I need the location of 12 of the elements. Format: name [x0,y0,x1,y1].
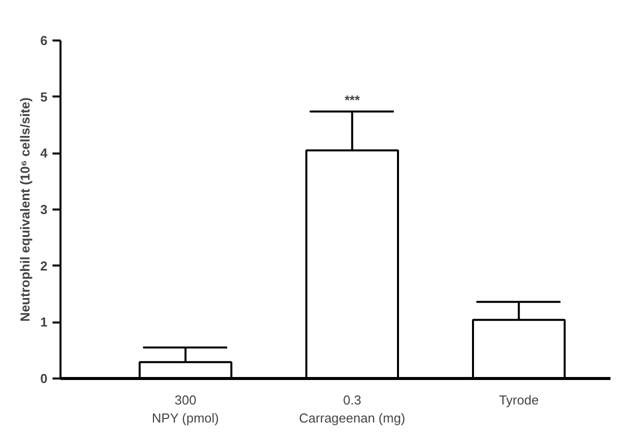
y-tick-label: 4 [40,146,48,161]
x-tick-label: 0.3 Carrageenan (mg) [299,392,406,426]
y-tick-label: 3 [40,202,48,217]
x-tick-label: Tyrode [498,392,539,408]
x-tick-label: 300 NPY (pmol) [152,392,219,426]
annotation: *** [344,92,361,108]
y-tick-label: 6 [40,33,48,48]
y-tick-label: 2 [40,258,48,274]
y-tick-label: 0 [40,371,48,386]
y-tick-label: 5 [40,89,48,104]
y-axis-title: Neutrophil equivalent (10⁶ cells/site) [17,97,32,322]
y-tick-label: 1 [40,314,48,330]
